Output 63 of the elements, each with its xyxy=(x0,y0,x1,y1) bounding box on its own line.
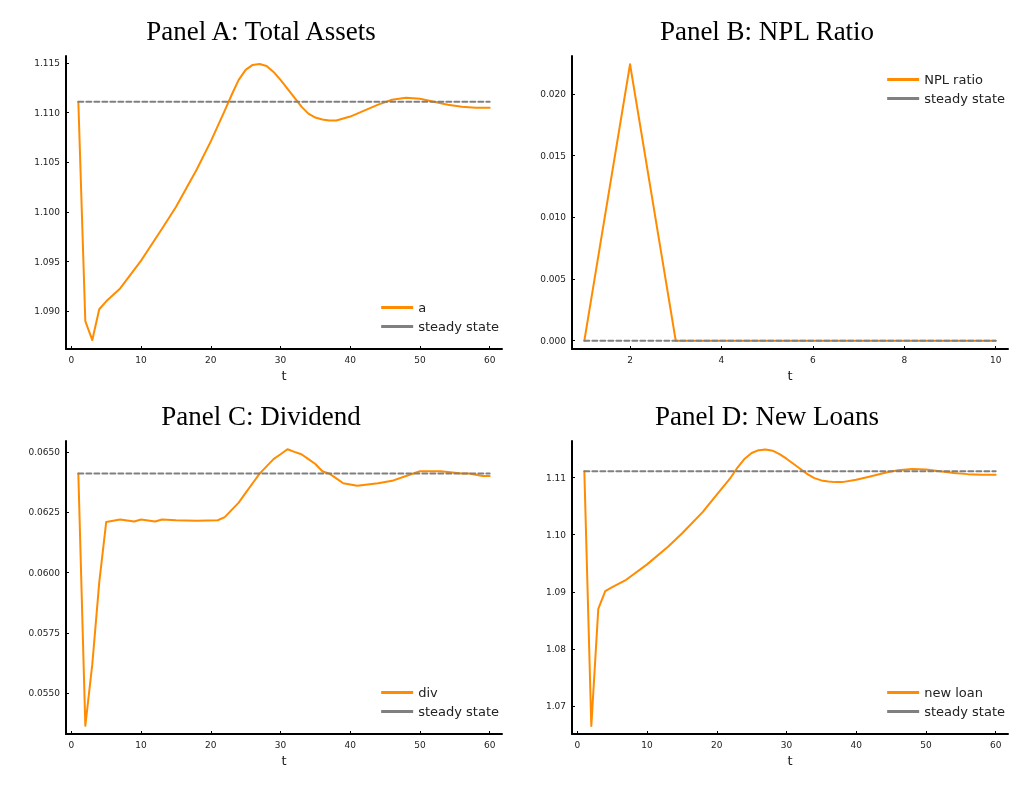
x-tick-label: 10 xyxy=(641,739,654,750)
legend-label: steady state xyxy=(924,704,1005,719)
legend-label: new loan xyxy=(924,685,983,700)
x-tick-label: 30 xyxy=(274,354,287,365)
y-tick-label: 0.010 xyxy=(540,212,567,223)
y-tick-label: 0.0625 xyxy=(28,507,60,518)
y-tick-label: 1.07 xyxy=(545,701,566,712)
x-tick-label: 6 xyxy=(809,354,816,365)
x-tick-label: 50 xyxy=(414,354,426,365)
x-axis-title: t xyxy=(281,367,287,383)
x-tick-label: 40 xyxy=(850,739,863,750)
x-tick-label: 10 xyxy=(135,739,148,750)
chart-title: Panel A: Total Assets xyxy=(146,15,376,46)
x-tick-label: 30 xyxy=(274,739,287,750)
x-tick-label: 0 xyxy=(68,354,75,365)
y-tick-label: 1.10 xyxy=(545,529,567,540)
x-tick-label: 40 xyxy=(344,739,357,750)
y-tick-label: 0.015 xyxy=(540,150,566,161)
chart-title: Panel D: New Loans xyxy=(654,400,880,431)
y-tick-label: 1.095 xyxy=(34,256,60,267)
y-tick-label: 0.020 xyxy=(540,88,567,99)
x-tick-label: 60 xyxy=(989,739,1002,750)
x-tick-label: 40 xyxy=(344,354,357,365)
y-tick-label: 1.105 xyxy=(34,157,60,168)
x-tick-label: 20 xyxy=(711,739,723,750)
y-tick-label: 1.11 xyxy=(545,472,566,483)
legend-label: NPL ratio xyxy=(924,72,984,87)
y-tick-label: 1.110 xyxy=(34,107,61,118)
y-tick-label: 1.115 xyxy=(34,57,60,68)
x-tick-label: 30 xyxy=(780,739,793,750)
chart-title: Panel B: NPL Ratio xyxy=(659,15,875,46)
legend-label: div xyxy=(418,685,439,700)
x-tick-label: 60 xyxy=(483,739,496,750)
x-tick-label: 10 xyxy=(989,354,1002,365)
y-tick-label: 1.090 xyxy=(34,306,61,317)
x-tick-label: 50 xyxy=(414,739,426,750)
y-tick-label: 0.0650 xyxy=(28,446,61,457)
x-tick-label: 50 xyxy=(920,739,932,750)
legend-label: steady state xyxy=(924,91,1005,106)
x-tick-label: 4 xyxy=(718,354,725,365)
x-tick-label: 20 xyxy=(205,739,217,750)
y-tick-label: 1.09 xyxy=(545,586,567,597)
x-axis-title: t xyxy=(281,752,287,768)
y-tick-label: 0.0575 xyxy=(28,628,60,639)
y-tick-label: 0.0550 xyxy=(28,688,61,699)
y-tick-label: 1.100 xyxy=(34,206,61,217)
y-tick-label: 0.005 xyxy=(540,274,566,285)
x-axis-title: t xyxy=(787,752,793,768)
x-tick-label: 0 xyxy=(68,739,75,750)
y-tick-label: 1.08 xyxy=(545,643,567,654)
legend-label: a xyxy=(418,300,427,315)
y-tick-label: 0.0600 xyxy=(28,567,61,578)
x-axis-title: t xyxy=(787,367,793,383)
legend-label: steady state xyxy=(418,704,499,719)
x-tick-label: 10 xyxy=(135,354,148,365)
chart-title: Panel C: Dividend xyxy=(161,400,362,431)
x-tick-label: 0 xyxy=(574,739,581,750)
y-tick-label: 0.000 xyxy=(540,335,567,346)
legend-label: steady state xyxy=(418,319,499,334)
x-tick-label: 60 xyxy=(483,354,496,365)
x-tick-label: 2 xyxy=(627,354,633,365)
x-tick-label: 8 xyxy=(901,354,908,365)
x-tick-label: 20 xyxy=(205,354,217,365)
